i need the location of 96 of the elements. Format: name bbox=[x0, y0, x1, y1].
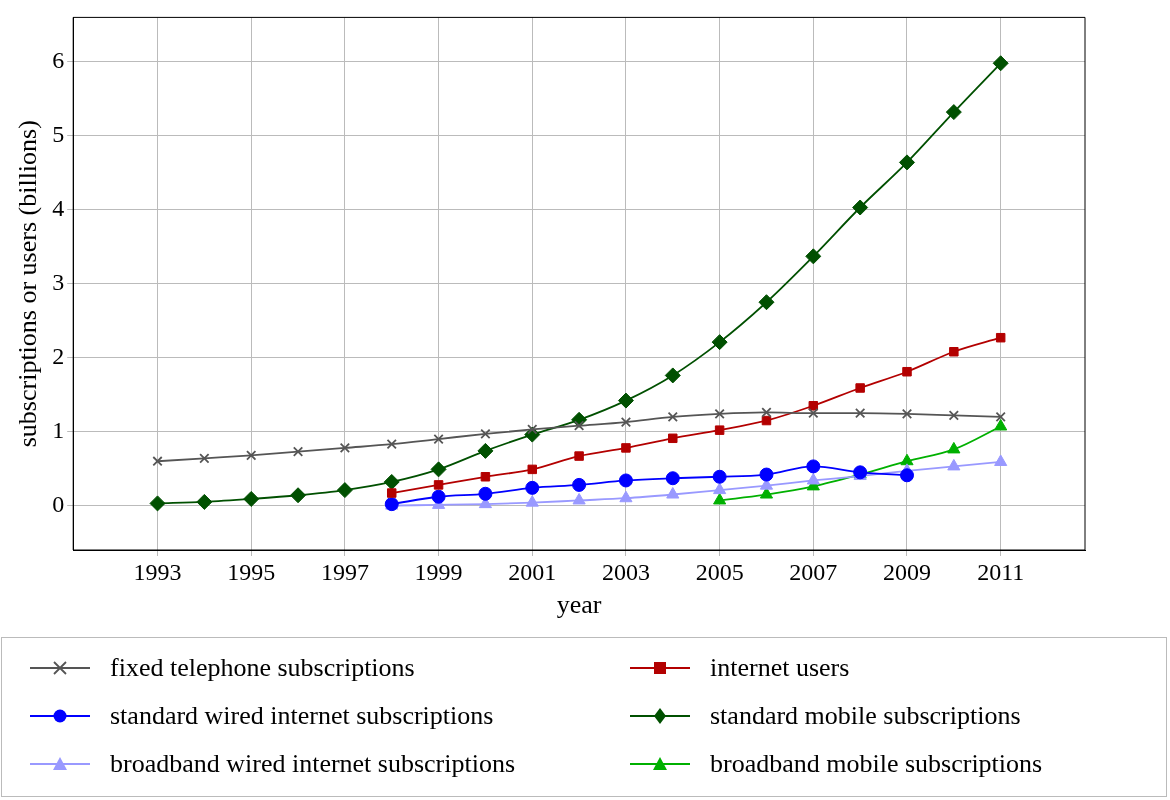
x-tick-label: 2011 bbox=[977, 558, 1025, 585]
legend-label: broadband mobile subscriptions bbox=[710, 749, 1043, 779]
point bbox=[901, 408, 913, 420]
point bbox=[712, 469, 727, 484]
point bbox=[243, 490, 260, 507]
legend-label: standard mobile subscriptions bbox=[710, 701, 1021, 731]
legend-label: broadband wired internet subscriptions bbox=[110, 749, 516, 779]
point bbox=[665, 471, 680, 486]
point bbox=[806, 459, 821, 474]
point bbox=[899, 154, 915, 171]
point bbox=[947, 441, 961, 454]
point bbox=[477, 442, 494, 459]
point bbox=[667, 411, 678, 422]
point bbox=[805, 248, 822, 265]
y-tick-label: 3 bbox=[52, 269, 65, 295]
point bbox=[995, 411, 1006, 422]
point bbox=[994, 418, 1008, 431]
x-tick-label: 2001 bbox=[508, 558, 557, 585]
point bbox=[620, 416, 632, 428]
point bbox=[808, 401, 819, 411]
point bbox=[152, 456, 163, 467]
y-tick-label: 2 bbox=[52, 342, 65, 369]
point bbox=[478, 486, 493, 501]
point bbox=[948, 410, 959, 421]
point bbox=[947, 458, 961, 471]
point bbox=[900, 453, 914, 466]
point bbox=[852, 199, 869, 216]
point bbox=[713, 482, 727, 495]
point bbox=[430, 461, 447, 478]
point bbox=[855, 383, 865, 393]
point bbox=[290, 487, 307, 504]
point bbox=[714, 425, 725, 435]
x-tick-label: 1997 bbox=[320, 558, 369, 585]
point bbox=[666, 487, 680, 499]
point bbox=[995, 332, 1006, 343]
point bbox=[480, 428, 491, 440]
point bbox=[433, 433, 444, 445]
point bbox=[994, 454, 1008, 466]
point bbox=[949, 347, 959, 357]
legend-label: fixed telephone subscriptions bbox=[110, 653, 415, 683]
legend-label: internet users bbox=[710, 653, 850, 683]
point bbox=[758, 294, 775, 311]
point bbox=[855, 408, 866, 419]
point bbox=[292, 446, 304, 457]
point bbox=[386, 439, 397, 450]
point bbox=[572, 492, 586, 505]
legend-label: standard wired internet subscriptions bbox=[110, 701, 494, 731]
point bbox=[149, 495, 166, 512]
point bbox=[433, 480, 444, 490]
x-tick-label: 1993 bbox=[133, 558, 182, 585]
point bbox=[619, 490, 633, 503]
point bbox=[759, 467, 774, 482]
x-tick-label: 2005 bbox=[695, 558, 744, 585]
point bbox=[574, 451, 584, 461]
x-axis-title: year bbox=[556, 590, 602, 620]
y-tick-label: 6 bbox=[52, 47, 65, 74]
point bbox=[992, 55, 1009, 72]
point bbox=[525, 480, 540, 495]
x-tick-label: 2007 bbox=[789, 558, 838, 585]
point bbox=[246, 450, 257, 461]
point bbox=[711, 334, 728, 351]
point bbox=[714, 408, 725, 420]
y-tick-label: 1 bbox=[52, 416, 65, 443]
y-axis-title: subscriptions or users (billions) bbox=[13, 120, 43, 448]
point bbox=[336, 482, 353, 499]
point bbox=[199, 453, 210, 464]
point bbox=[383, 473, 400, 490]
point bbox=[713, 492, 727, 505]
point bbox=[664, 367, 681, 384]
point bbox=[668, 433, 678, 444]
x-tick-label: 1999 bbox=[414, 558, 463, 585]
y-tick-label: 4 bbox=[52, 195, 65, 222]
point bbox=[945, 104, 962, 121]
x-tick-label: 2003 bbox=[601, 558, 650, 585]
point bbox=[525, 495, 539, 507]
point bbox=[431, 489, 446, 504]
point bbox=[900, 468, 914, 483]
point bbox=[806, 472, 820, 485]
point bbox=[618, 473, 633, 488]
point bbox=[761, 407, 772, 418]
point bbox=[339, 442, 351, 454]
point bbox=[527, 464, 537, 475]
point bbox=[572, 477, 587, 492]
point bbox=[617, 392, 634, 409]
x-tick-label: 1995 bbox=[227, 558, 276, 585]
point bbox=[808, 408, 819, 419]
point bbox=[759, 487, 774, 499]
point bbox=[196, 493, 213, 510]
point bbox=[621, 443, 631, 453]
point bbox=[902, 366, 912, 377]
x-tick-label: 2009 bbox=[883, 558, 931, 585]
point bbox=[480, 472, 491, 482]
y-tick-label: 0 bbox=[52, 490, 65, 517]
point bbox=[386, 488, 397, 498]
point bbox=[759, 478, 774, 490]
y-tick-label: 5 bbox=[52, 121, 65, 148]
